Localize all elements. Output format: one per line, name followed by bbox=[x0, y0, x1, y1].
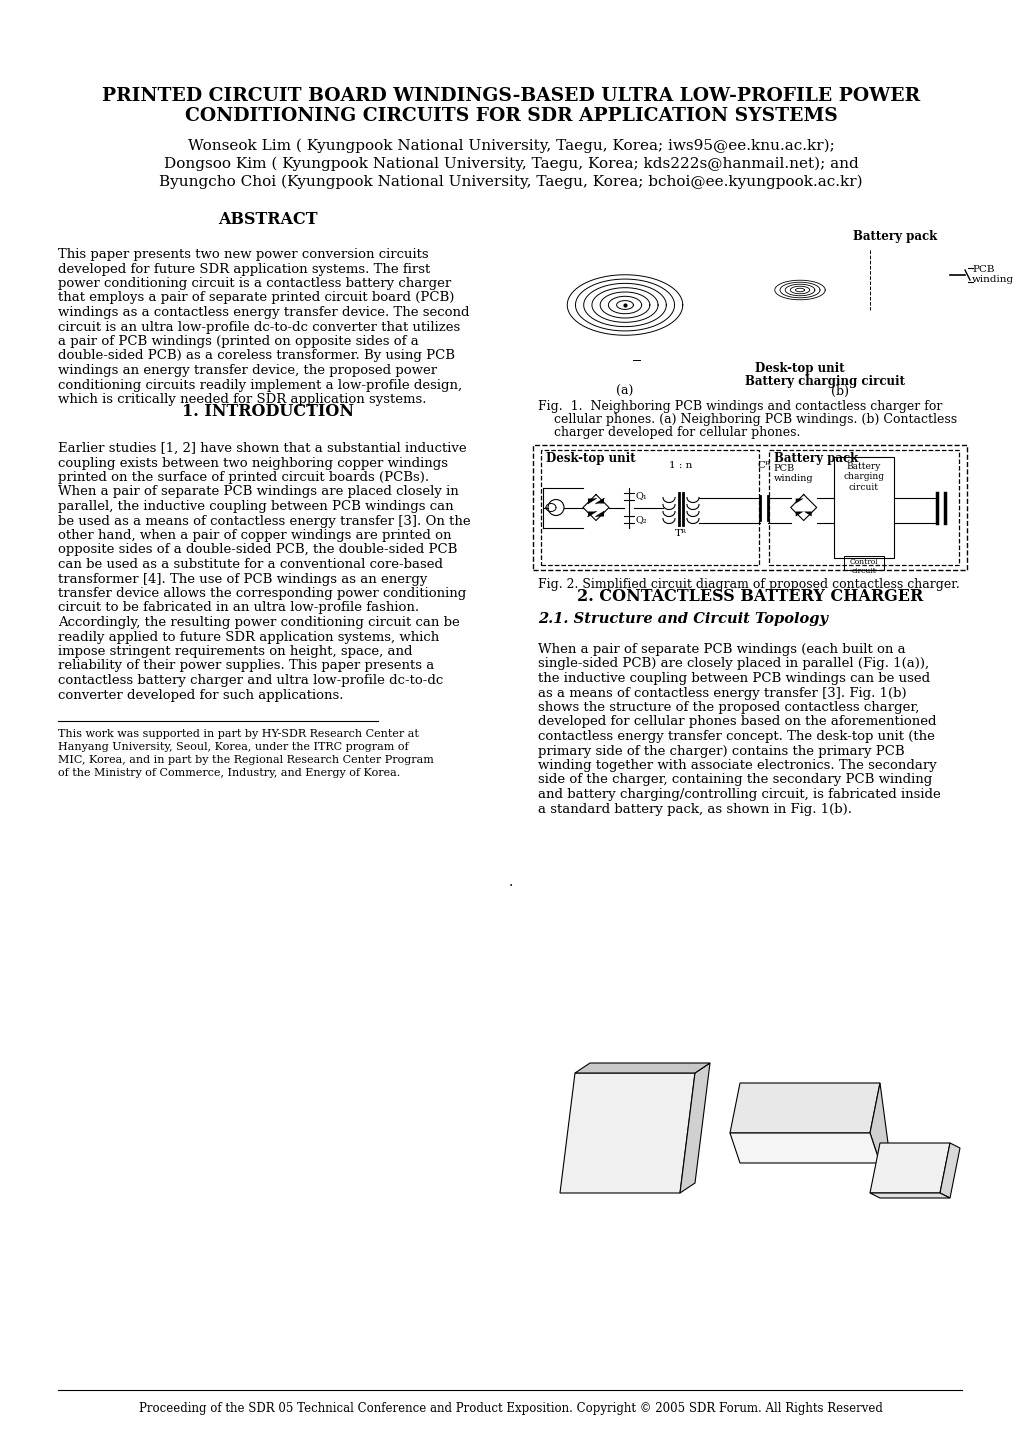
Polygon shape bbox=[803, 498, 811, 504]
Text: This work was supported in part by HY-SDR Research Center at: This work was supported in part by HY-SD… bbox=[58, 729, 419, 739]
Text: When a pair of separate PCB windings are placed closely in: When a pair of separate PCB windings are… bbox=[58, 485, 459, 498]
Polygon shape bbox=[869, 1084, 890, 1163]
Bar bbox=[843, 556, 882, 570]
Text: can be used as a substitute for a conventional core-based: can be used as a substitute for a conven… bbox=[58, 558, 442, 571]
Polygon shape bbox=[559, 1074, 694, 1193]
Text: (a): (a) bbox=[615, 385, 633, 398]
Text: Fig.  1.  Neighboring PCB windings and contactless charger for: Fig. 1. Neighboring PCB windings and con… bbox=[537, 400, 942, 413]
Text: Byungcho Choi (Kyungpook National University, Taegu, Korea; bchoi@ee.kyungpook.a: Byungcho Choi (Kyungpook National Univer… bbox=[159, 175, 862, 189]
Text: .: . bbox=[508, 874, 513, 889]
Text: Proceeding of the SDR 05 Technical Conference and Product Exposition. Copyright : Proceeding of the SDR 05 Technical Confe… bbox=[139, 1403, 882, 1416]
Bar bbox=[833, 457, 893, 558]
Text: Q₂: Q₂ bbox=[636, 515, 647, 524]
Text: cellular phones. (a) Neighboring PCB windings. (b) Contactless: cellular phones. (a) Neighboring PCB win… bbox=[537, 413, 956, 426]
Text: This paper presents two new power conversion circuits: This paper presents two new power conver… bbox=[58, 248, 428, 261]
Text: Battery pack: Battery pack bbox=[852, 229, 936, 242]
Text: the inductive coupling between PCB windings can be used: the inductive coupling between PCB windi… bbox=[537, 672, 929, 685]
Text: circuit to be fabricated in an ultra low-profile fashion.: circuit to be fabricated in an ultra low… bbox=[58, 602, 419, 615]
Text: parallel, the inductive coupling between PCB windings can: parallel, the inductive coupling between… bbox=[58, 501, 453, 514]
Bar bbox=[768, 450, 958, 566]
Text: When a pair of separate PCB windings (each built on a: When a pair of separate PCB windings (ea… bbox=[537, 644, 905, 657]
Polygon shape bbox=[575, 1063, 709, 1074]
Text: Cᴿ: Cᴿ bbox=[756, 460, 769, 470]
Polygon shape bbox=[587, 511, 595, 517]
Text: windings an energy transfer device, the proposed power: windings an energy transfer device, the … bbox=[58, 364, 437, 377]
Text: Wonseok Lim ( Kyungpook National University, Taegu, Korea; iws95@ee.knu.ac.kr);: Wonseok Lim ( Kyungpook National Univers… bbox=[187, 139, 834, 153]
Text: Desk-top unit: Desk-top unit bbox=[545, 452, 635, 465]
Text: which is critically needed for SDR application systems.: which is critically needed for SDR appli… bbox=[58, 392, 426, 405]
Text: ABSTRACT: ABSTRACT bbox=[218, 211, 318, 228]
Text: Battery
charging
circuit: Battery charging circuit bbox=[843, 462, 883, 492]
Text: PCB
winding: PCB winding bbox=[773, 465, 812, 483]
Text: Battery pack: Battery pack bbox=[773, 452, 857, 465]
Text: printed on the surface of printed circuit boards (PCBs).: printed on the surface of printed circui… bbox=[58, 470, 429, 483]
Text: transfer device allows the corresponding power conditioning: transfer device allows the corresponding… bbox=[58, 587, 466, 600]
Text: PCB
winding: PCB winding bbox=[971, 266, 1013, 284]
Text: winding together with associate electronics. The secondary: winding together with associate electron… bbox=[537, 759, 935, 772]
Text: 2. CONTACTLESS BATTERY CHARGER: 2. CONTACTLESS BATTERY CHARGER bbox=[577, 587, 922, 605]
Text: developed for cellular phones based on the aforementioned: developed for cellular phones based on t… bbox=[537, 716, 935, 729]
Text: power conditioning circuit is a contactless battery charger: power conditioning circuit is a contactl… bbox=[58, 277, 450, 290]
Text: transformer [4]. The use of PCB windings as an energy: transformer [4]. The use of PCB windings… bbox=[58, 573, 427, 586]
Polygon shape bbox=[803, 511, 811, 517]
Polygon shape bbox=[587, 498, 595, 504]
Text: converter developed for such applications.: converter developed for such application… bbox=[58, 688, 343, 701]
Polygon shape bbox=[680, 1063, 709, 1193]
Text: contactless battery charger and ultra low-profile dc-to-dc: contactless battery charger and ultra lo… bbox=[58, 674, 443, 687]
Text: be used as a means of contactless energy transfer [3]. On the: be used as a means of contactless energy… bbox=[58, 515, 470, 528]
Text: a standard battery pack, as shown in Fig. 1(b).: a standard battery pack, as shown in Fig… bbox=[537, 802, 851, 815]
Text: (b): (b) bbox=[830, 385, 848, 398]
Text: 1. INTRODUCTION: 1. INTRODUCTION bbox=[181, 403, 354, 420]
Text: shows the structure of the proposed contactless charger,: shows the structure of the proposed cont… bbox=[537, 701, 918, 714]
Polygon shape bbox=[595, 498, 603, 504]
Text: Battery charging circuit: Battery charging circuit bbox=[744, 375, 904, 388]
Text: coupling exists between two neighboring copper windings: coupling exists between two neighboring … bbox=[58, 456, 447, 469]
Text: CONDITIONING CIRCUITS FOR SDR APPLICATION SYSTEMS: CONDITIONING CIRCUITS FOR SDR APPLICATIO… bbox=[184, 107, 837, 126]
Text: impose stringent requirements on height, space, and: impose stringent requirements on height,… bbox=[58, 645, 412, 658]
Text: primary side of the charger) contains the primary PCB: primary side of the charger) contains th… bbox=[537, 745, 904, 758]
Polygon shape bbox=[869, 1193, 949, 1198]
Text: double-sided PCB) as a coreless transformer. By using PCB: double-sided PCB) as a coreless transfor… bbox=[58, 349, 454, 362]
Text: Control
circuit: Control circuit bbox=[849, 558, 877, 576]
Text: windings as a contactless energy transfer device. The second: windings as a contactless energy transfe… bbox=[58, 306, 469, 319]
Text: 2.1. Structure and Circuit Topology: 2.1. Structure and Circuit Topology bbox=[537, 612, 827, 626]
Text: Hanyang University, Seoul, Korea, under the ITRC program of: Hanyang University, Seoul, Korea, under … bbox=[58, 742, 409, 752]
Polygon shape bbox=[795, 511, 803, 517]
Bar bbox=[533, 444, 966, 570]
Text: conditioning circuits readily implement a low-profile design,: conditioning circuits readily implement … bbox=[58, 378, 462, 391]
Text: opposite sides of a double-sided PCB, the double-sided PCB: opposite sides of a double-sided PCB, th… bbox=[58, 544, 457, 557]
Text: other hand, when a pair of copper windings are printed on: other hand, when a pair of copper windin… bbox=[58, 530, 451, 543]
Text: side of the charger, containing the secondary PCB winding: side of the charger, containing the seco… bbox=[537, 773, 931, 786]
Text: Fig. 2. Simplified circuit diagram of proposed contactless charger.: Fig. 2. Simplified circuit diagram of pr… bbox=[537, 579, 959, 592]
Text: reliability of their power supplies. This paper presents a: reliability of their power supplies. Thi… bbox=[58, 659, 434, 672]
Text: charger developed for cellular phones.: charger developed for cellular phones. bbox=[537, 426, 800, 439]
Polygon shape bbox=[795, 498, 803, 504]
Text: circuit is an ultra low-profile dc-to-dc converter that utilizes: circuit is an ultra low-profile dc-to-dc… bbox=[58, 320, 460, 333]
Text: of the Ministry of Commerce, Industry, and Energy of Korea.: of the Ministry of Commerce, Industry, a… bbox=[58, 768, 399, 778]
Polygon shape bbox=[730, 1084, 879, 1133]
Bar bbox=[540, 450, 758, 566]
Text: PRINTED CIRCUIT BOARD WINDINGS-BASED ULTRA LOW-PROFILE POWER: PRINTED CIRCUIT BOARD WINDINGS-BASED ULT… bbox=[102, 87, 919, 105]
Text: a pair of PCB windings (printed on opposite sides of a: a pair of PCB windings (printed on oppos… bbox=[58, 335, 419, 348]
Text: that employs a pair of separate printed circuit board (PCB): that employs a pair of separate printed … bbox=[58, 291, 453, 304]
Text: as a means of contactless energy transfer [3]. Fig. 1(b): as a means of contactless energy transfe… bbox=[537, 687, 906, 700]
Text: single-sided PCB) are closely placed in parallel (Fig. 1(a)),: single-sided PCB) are closely placed in … bbox=[537, 658, 928, 671]
Text: contactless energy transfer concept. The desk-top unit (the: contactless energy transfer concept. The… bbox=[537, 730, 934, 743]
Text: Dongsoo Kim ( Kyungpook National University, Taegu, Korea; kds222s@hanmail.net);: Dongsoo Kim ( Kyungpook National Univers… bbox=[163, 157, 858, 172]
Text: Accordingly, the resulting power conditioning circuit can be: Accordingly, the resulting power conditi… bbox=[58, 616, 460, 629]
Polygon shape bbox=[730, 1133, 879, 1163]
Text: readily applied to future SDR application systems, which: readily applied to future SDR applicatio… bbox=[58, 631, 439, 644]
Text: 1 : n: 1 : n bbox=[668, 460, 692, 470]
Text: and battery charging/controlling circuit, is fabricated inside: and battery charging/controlling circuit… bbox=[537, 788, 940, 801]
Text: Tᴿ: Tᴿ bbox=[675, 530, 687, 538]
Polygon shape bbox=[595, 511, 603, 517]
Text: developed for future SDR application systems. The first: developed for future SDR application sys… bbox=[58, 263, 430, 276]
Text: Desk-top unit: Desk-top unit bbox=[754, 362, 844, 375]
Text: Q₁: Q₁ bbox=[636, 491, 647, 501]
Text: MIC, Korea, and in part by the Regional Research Center Program: MIC, Korea, and in part by the Regional … bbox=[58, 755, 433, 765]
Polygon shape bbox=[869, 1143, 949, 1193]
Text: Earlier studies [1, 2] have shown that a substantial inductive: Earlier studies [1, 2] have shown that a… bbox=[58, 442, 466, 455]
Polygon shape bbox=[940, 1143, 959, 1198]
